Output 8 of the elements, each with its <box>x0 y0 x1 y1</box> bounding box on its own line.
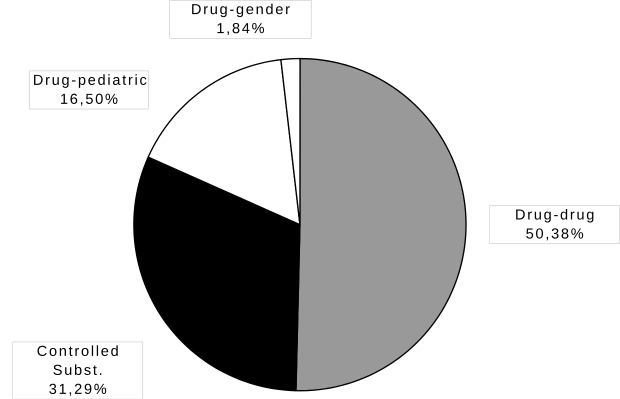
slice-label: Controlled Subst. <box>38 345 118 375</box>
data-label: 31,29% <box>49 384 106 396</box>
data-label: 1,84% <box>217 22 264 35</box>
slice-label: Drug-gender <box>192 3 290 17</box>
data-label: 16,50% <box>61 94 118 106</box>
data-label: 50,38% <box>526 228 584 240</box>
slice-label: Drug-drug <box>516 208 594 222</box>
slice-label: Drug-pediatric <box>34 74 146 88</box>
